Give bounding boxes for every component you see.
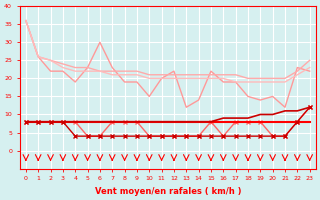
X-axis label: Vent moyen/en rafales ( km/h ): Vent moyen/en rafales ( km/h ): [94, 187, 241, 196]
